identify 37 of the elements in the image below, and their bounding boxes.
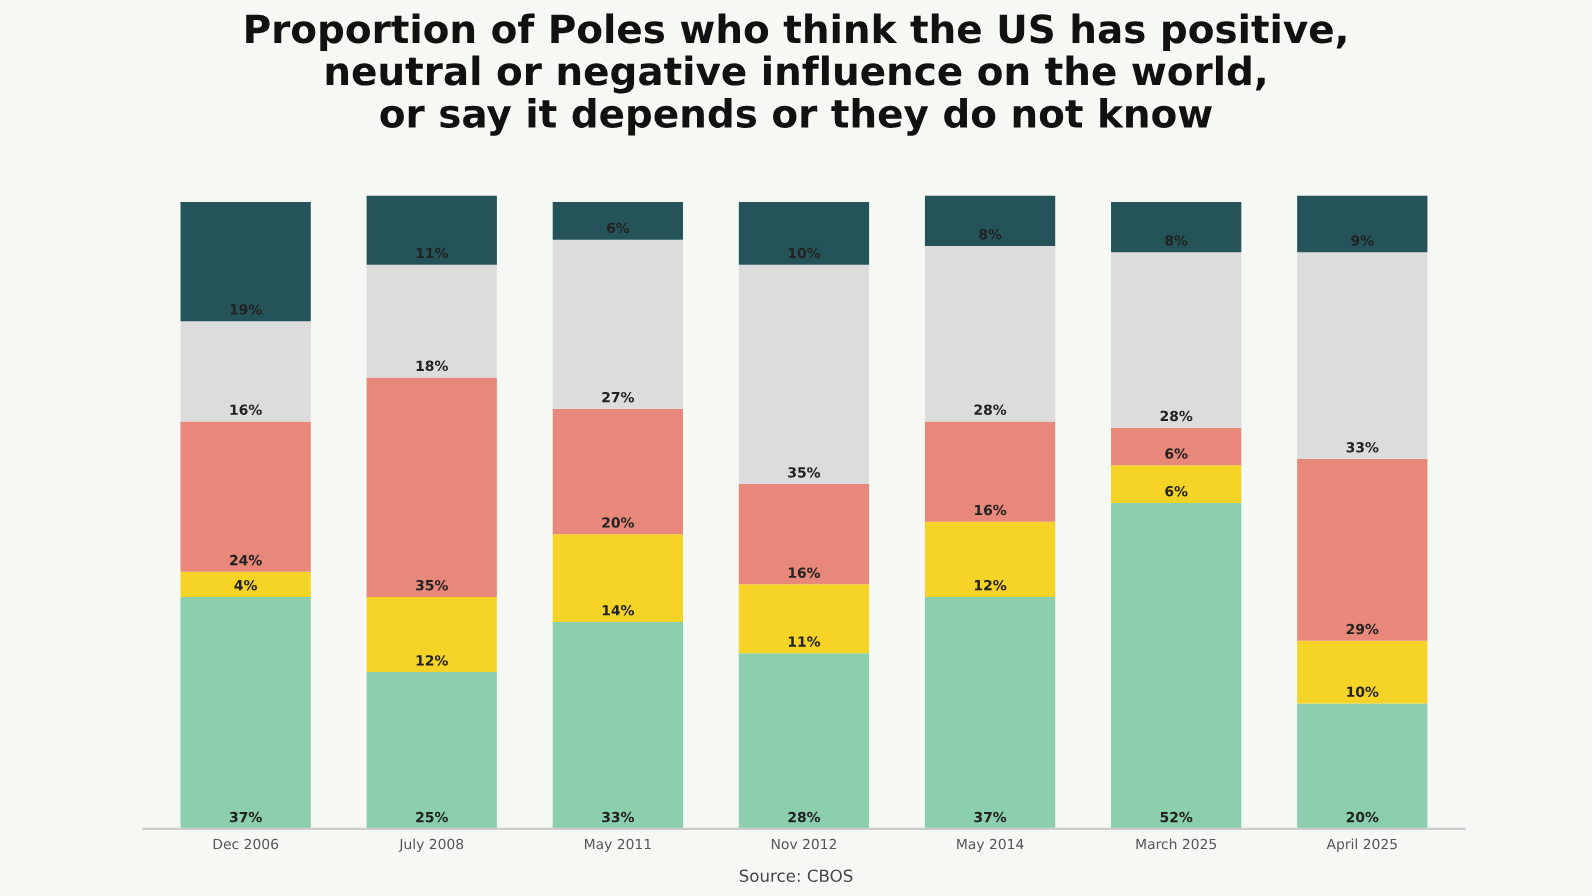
bar <box>180 421 311 572</box>
bar <box>552 534 683 622</box>
bar <box>366 377 497 597</box>
bar <box>738 584 870 654</box>
bar <box>552 621 683 829</box>
bar <box>366 672 497 829</box>
bar <box>180 571 311 597</box>
bar <box>1297 459 1428 641</box>
source-note: Source: CBOS <box>739 869 853 883</box>
bar <box>738 484 870 585</box>
bar <box>1297 252 1428 460</box>
chart-title: Proportion of Poles who think the US has positive, neutral or negative influence on the world, or say it depends or they do not know <box>246 13 1346 136</box>
bar <box>552 239 683 409</box>
bar <box>924 245 1056 422</box>
bar <box>180 596 311 829</box>
bar <box>924 421 1056 522</box>
bar <box>738 264 870 485</box>
bar <box>180 321 311 422</box>
bar <box>924 521 1056 597</box>
bar <box>924 195 1056 246</box>
bar <box>366 195 497 265</box>
bar <box>366 264 497 378</box>
bar <box>738 653 870 829</box>
bar <box>366 596 497 673</box>
bar <box>1111 502 1242 829</box>
bar <box>552 408 683 535</box>
bar <box>1111 202 1242 253</box>
bar <box>738 202 870 265</box>
bar <box>1297 195 1428 253</box>
bar <box>1297 640 1428 704</box>
bar <box>1111 252 1242 428</box>
bar <box>1297 703 1428 829</box>
bar <box>924 596 1056 829</box>
bar <box>1111 465 1242 503</box>
bar <box>552 202 683 240</box>
bar <box>180 202 311 322</box>
bar <box>1111 427 1242 466</box>
